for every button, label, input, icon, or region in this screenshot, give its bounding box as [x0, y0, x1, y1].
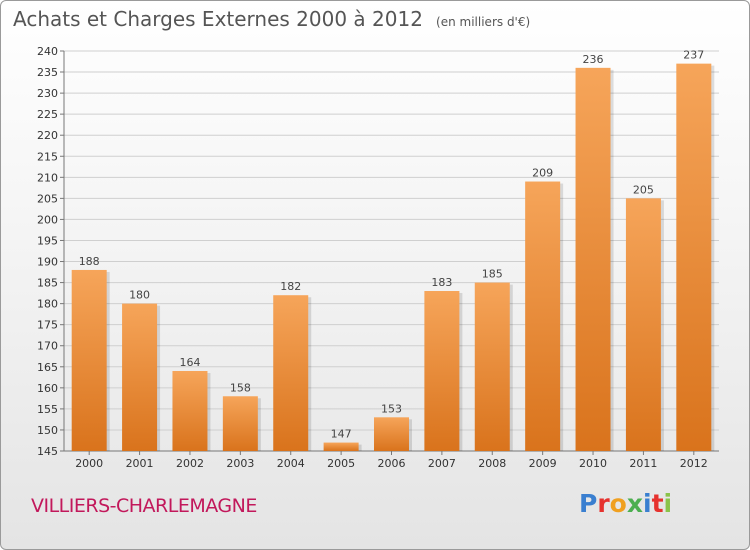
y-tick-label: 240: [37, 45, 58, 58]
y-tick-label: 170: [37, 340, 58, 353]
bar-value-label: 147: [331, 428, 352, 441]
bar: [71, 269, 107, 451]
bar-value-label: 153: [381, 402, 402, 415]
y-tick-label: 195: [37, 234, 58, 247]
x-tick-label: 2003: [226, 457, 254, 470]
y-tick-label: 175: [37, 319, 58, 332]
bar: [525, 181, 561, 452]
x-tick-label: 2012: [680, 457, 708, 470]
bar-value-label: 236: [583, 53, 604, 66]
logo-letter: P: [579, 489, 598, 518]
bar: [122, 303, 158, 451]
bar-value-label: 205: [633, 183, 654, 196]
bars: [71, 63, 715, 452]
bar: [575, 67, 611, 451]
y-tick-label: 155: [37, 403, 58, 416]
y-tick-label: 160: [37, 382, 58, 395]
x-tick-label: 2009: [529, 457, 557, 470]
logo-letter: x: [626, 489, 643, 518]
logo-letter: i: [663, 489, 673, 518]
x-tick-label: 2005: [327, 457, 355, 470]
bar: [676, 63, 712, 451]
y-tick-label: 185: [37, 277, 58, 290]
y-tick-label: 145: [37, 445, 58, 458]
bar-value-label: 185: [482, 268, 503, 281]
chart-title: Achats et Charges Externes 2000 à 2012 (…: [13, 7, 530, 31]
bar-value-label: 182: [280, 280, 301, 293]
place-name: VILLIERS-CHARLEMAGNE: [31, 495, 257, 517]
y-tick-label: 225: [37, 108, 58, 121]
y-tick-label: 165: [37, 361, 58, 374]
x-tick-label: 2006: [378, 457, 406, 470]
x-tick-label: 2001: [126, 457, 154, 470]
x-tick-label: 2010: [579, 457, 607, 470]
logo-letter: t: [651, 489, 664, 518]
y-tick-label: 200: [37, 213, 58, 226]
y-tick-label: 180: [37, 298, 58, 311]
bar: [625, 198, 661, 451]
x-tick-label: 2008: [478, 457, 506, 470]
labels: 145 150 155 160 165 170 175 180 185 190 195 200 205 2…: [37, 45, 708, 470]
x-tick-label: 2011: [629, 457, 657, 470]
logo-letter: r: [597, 489, 610, 518]
bar: [323, 442, 359, 451]
y-tick-label: 150: [37, 424, 58, 437]
bar-value-label: 164: [179, 356, 200, 369]
x-tick-label: 2007: [428, 457, 456, 470]
chart-unit-label: (en milliers d'€): [436, 15, 531, 29]
logo-letter: i: [643, 489, 652, 518]
bar-value-label: 209: [532, 167, 553, 180]
y-tick-label: 235: [37, 66, 58, 79]
bar-value-label: 158: [230, 381, 251, 394]
y-tick-label: 230: [37, 87, 58, 100]
bar-value-label: 188: [79, 255, 100, 268]
proxiti-logo: Proxiti: [579, 489, 672, 518]
bar: [424, 291, 460, 451]
logo-letter: o: [609, 489, 627, 518]
x-tick-label: 2000: [75, 457, 103, 470]
y-tick-label: 220: [37, 129, 58, 142]
chart-title-text: Achats et Charges Externes 2000 à 2012: [13, 7, 423, 31]
x-tick-label: 2004: [277, 457, 305, 470]
y-tick-label: 205: [37, 192, 58, 205]
y-tick-label: 215: [37, 150, 58, 163]
bar: [172, 371, 208, 451]
bar-value-label: 237: [683, 49, 704, 62]
x-tick-label: 2002: [176, 457, 204, 470]
bar-value-label: 183: [431, 276, 452, 289]
y-tick-label: 190: [37, 256, 58, 269]
bar: [374, 417, 409, 451]
bar-value-label: 180: [129, 289, 150, 302]
bar: [273, 295, 309, 451]
bar: [222, 396, 258, 451]
y-tick-label: 210: [37, 171, 58, 184]
grid-lines: [64, 50, 719, 452]
bar: [474, 282, 510, 451]
